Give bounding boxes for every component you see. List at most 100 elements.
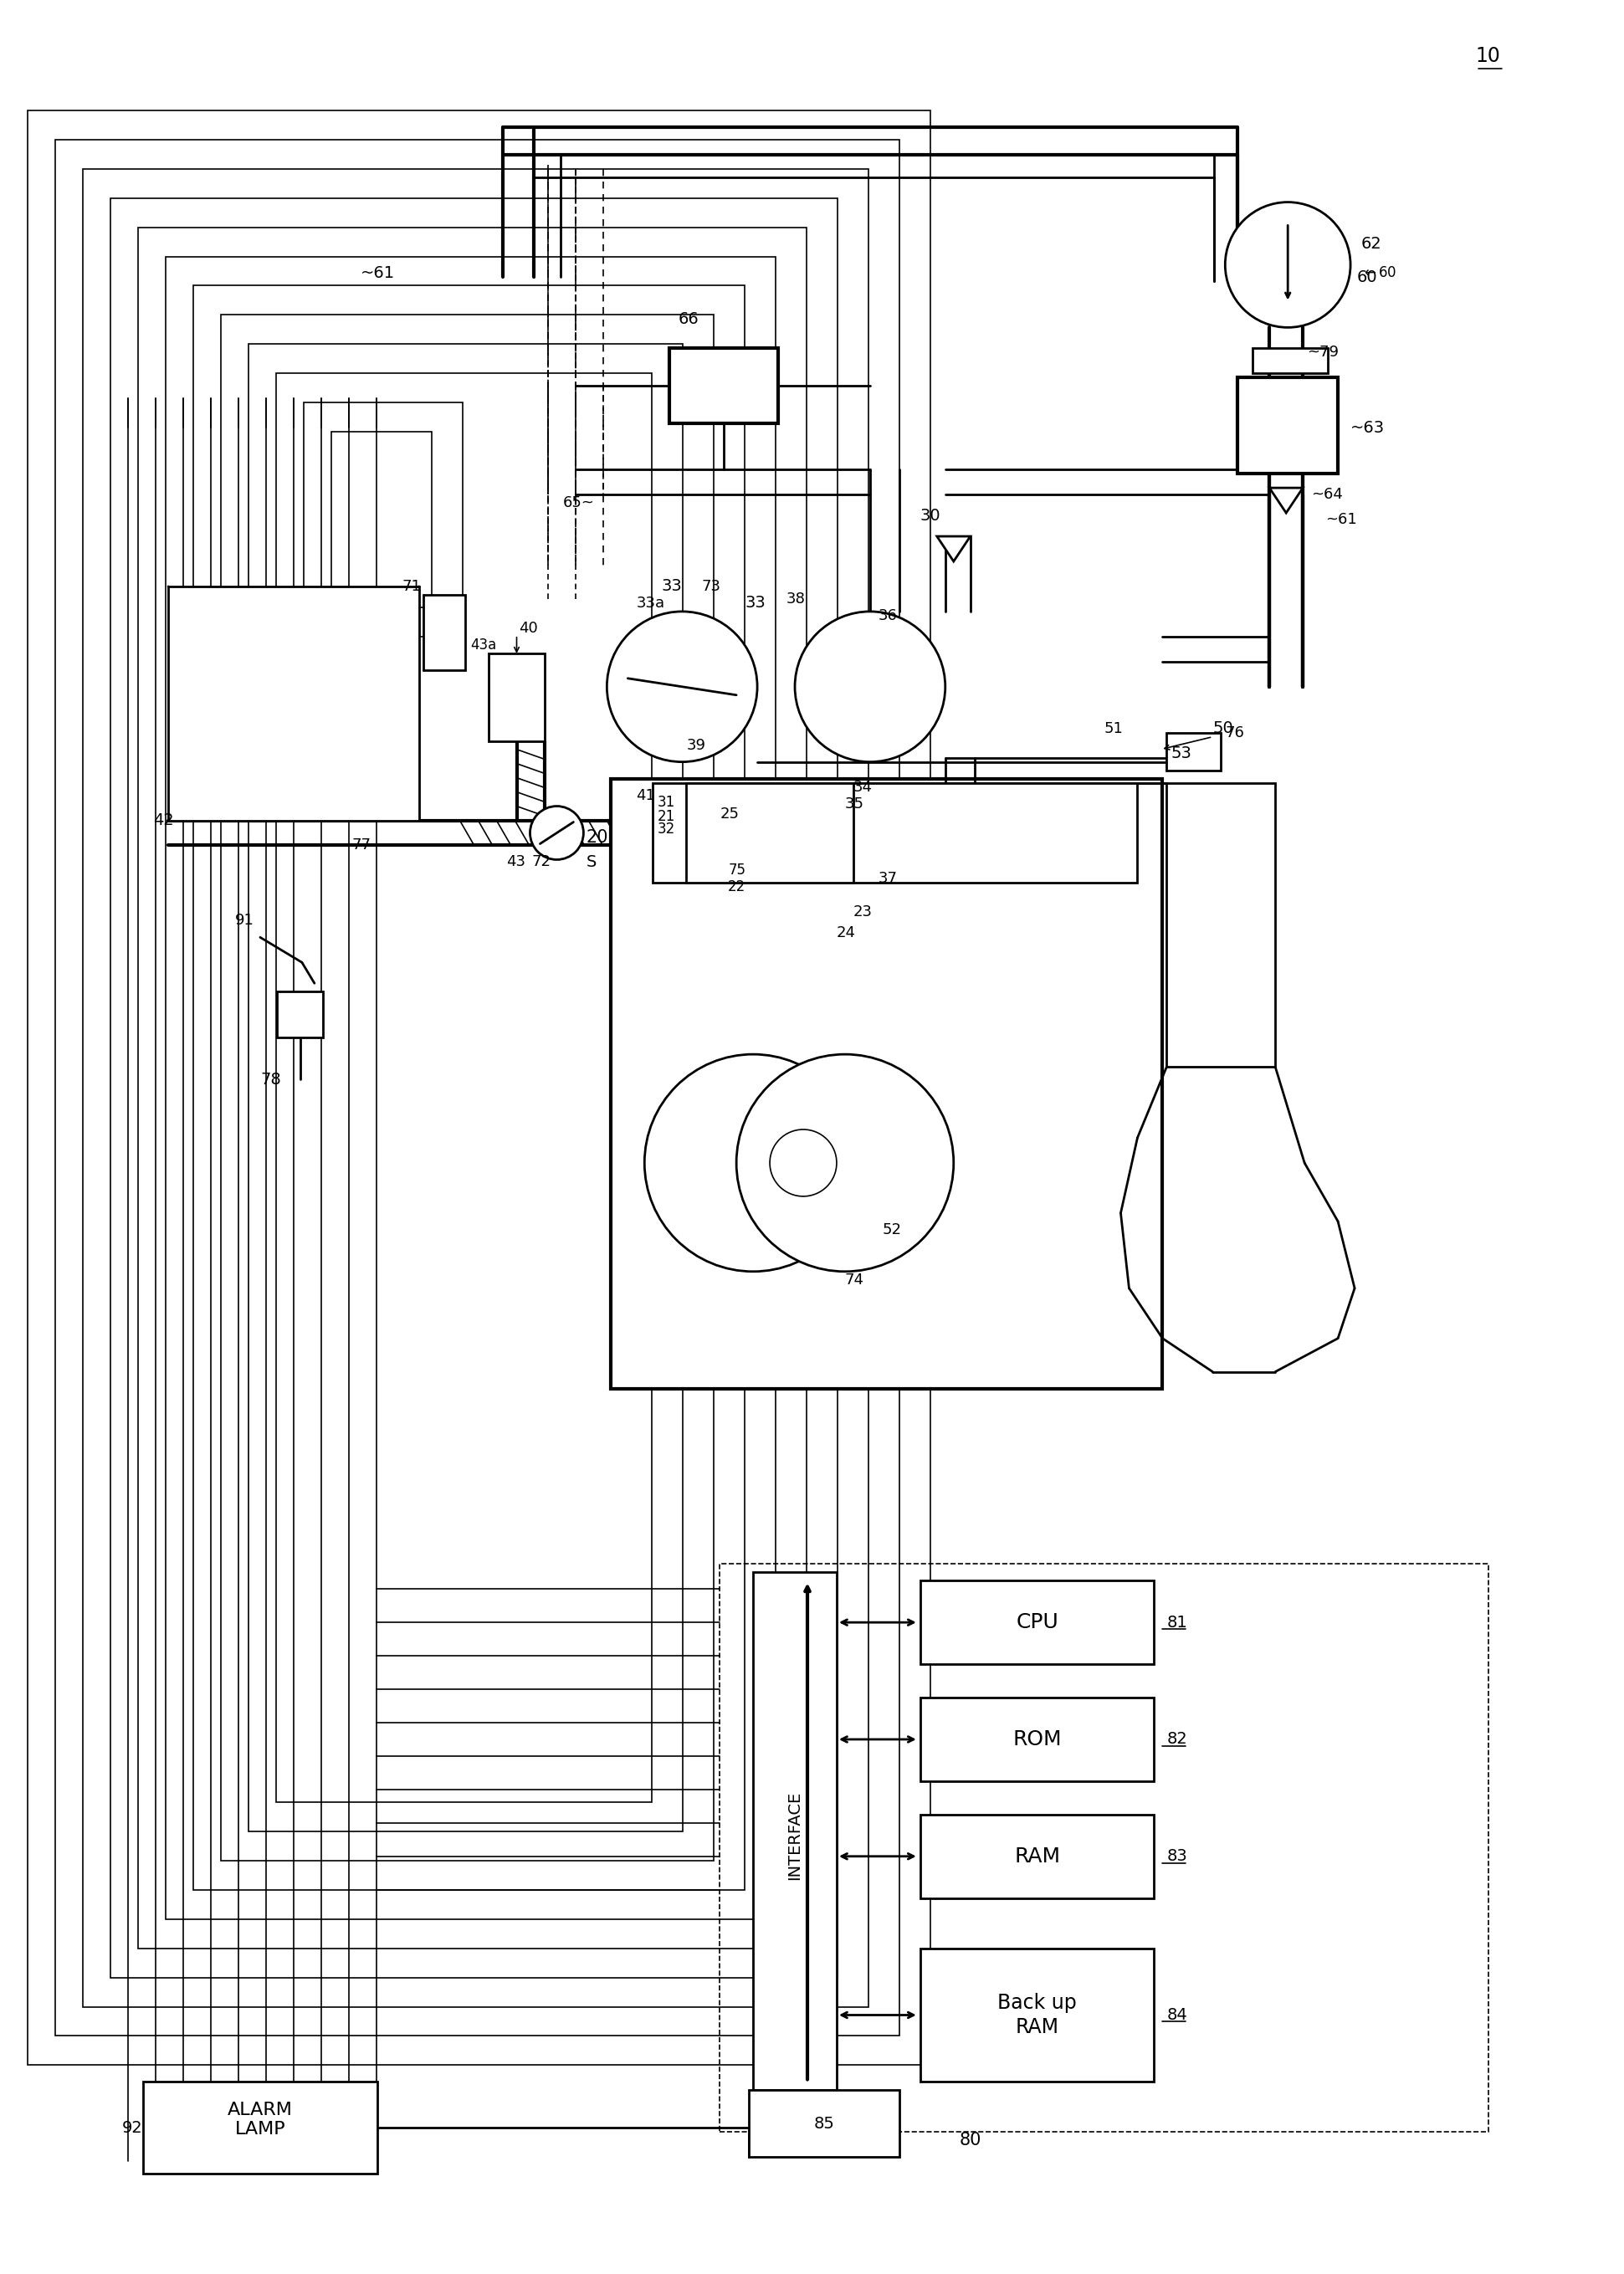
Bar bbox=[276, 373, 651, 1801]
Bar bbox=[193, 287, 745, 1890]
Bar bbox=[1166, 732, 1221, 771]
Text: 43: 43 bbox=[507, 855, 526, 869]
Circle shape bbox=[736, 1055, 953, 1271]
Text: 62: 62 bbox=[1361, 236, 1382, 252]
Polygon shape bbox=[1270, 489, 1302, 514]
Text: 60: 60 bbox=[1358, 268, 1377, 284]
Text: 80: 80 bbox=[960, 2133, 981, 2149]
Bar bbox=[138, 227, 807, 1949]
Text: 72: 72 bbox=[531, 855, 551, 869]
Text: RAM: RAM bbox=[1013, 1846, 1060, 1867]
Bar bbox=[83, 168, 869, 2006]
Text: ALARM
LAMP: ALARM LAMP bbox=[227, 2101, 292, 2138]
Bar bbox=[424, 596, 464, 671]
Bar bbox=[304, 402, 463, 637]
Bar bbox=[221, 314, 715, 1860]
Text: 92: 92 bbox=[122, 2119, 143, 2135]
Bar bbox=[921, 1949, 1155, 2083]
Text: ~63: ~63 bbox=[1351, 421, 1385, 437]
Text: 38: 38 bbox=[786, 591, 806, 607]
Text: 83: 83 bbox=[1166, 1849, 1187, 1865]
Bar bbox=[754, 1571, 836, 2090]
Text: 32: 32 bbox=[658, 821, 676, 837]
Bar bbox=[1252, 348, 1328, 373]
Bar bbox=[611, 778, 1163, 1389]
Text: ~64: ~64 bbox=[1311, 487, 1343, 503]
Text: 77: 77 bbox=[352, 837, 372, 853]
Text: ~79: ~79 bbox=[1307, 346, 1338, 359]
Text: $\leftarrow$60: $\leftarrow$60 bbox=[1361, 266, 1397, 280]
Text: 31: 31 bbox=[658, 794, 676, 810]
Text: RAM: RAM bbox=[1015, 2017, 1059, 2038]
Circle shape bbox=[770, 1130, 836, 1196]
Bar bbox=[921, 1580, 1155, 1665]
Bar bbox=[166, 257, 776, 1919]
Text: 71: 71 bbox=[403, 580, 421, 594]
Text: 35: 35 bbox=[844, 796, 864, 812]
Bar bbox=[55, 139, 900, 2035]
Text: 82: 82 bbox=[1166, 1731, 1187, 1746]
Text: 33: 33 bbox=[745, 596, 765, 612]
Circle shape bbox=[645, 1055, 862, 1271]
Bar bbox=[143, 2083, 377, 2174]
Text: INTERFACE: INTERFACE bbox=[788, 1792, 802, 1881]
Bar bbox=[921, 1815, 1155, 1899]
Text: 76: 76 bbox=[1224, 725, 1244, 739]
Polygon shape bbox=[937, 537, 970, 562]
Text: 42: 42 bbox=[153, 812, 174, 828]
Text: 85: 85 bbox=[814, 2115, 835, 2131]
Text: 73: 73 bbox=[702, 580, 721, 594]
Text: 36: 36 bbox=[879, 607, 898, 623]
Text: 78: 78 bbox=[260, 1071, 281, 1087]
Text: 37: 37 bbox=[879, 871, 898, 887]
Text: 39: 39 bbox=[687, 737, 705, 753]
Bar bbox=[28, 109, 931, 2065]
Text: 33: 33 bbox=[661, 578, 682, 594]
Text: 21: 21 bbox=[658, 810, 676, 823]
Text: ~61: ~61 bbox=[1325, 512, 1358, 528]
Text: 43a: 43a bbox=[471, 637, 497, 653]
Bar bbox=[653, 782, 1137, 882]
Text: 65~: 65~ bbox=[562, 496, 594, 509]
Text: 34: 34 bbox=[853, 780, 872, 794]
Text: 33a: 33a bbox=[637, 596, 664, 612]
Bar bbox=[921, 1699, 1155, 1781]
Text: 51: 51 bbox=[1104, 721, 1124, 737]
Text: 53: 53 bbox=[1171, 746, 1192, 762]
Text: 20: 20 bbox=[586, 828, 607, 846]
Bar bbox=[719, 1565, 1488, 2133]
Text: 23: 23 bbox=[853, 905, 872, 919]
Circle shape bbox=[607, 612, 757, 762]
Text: 81: 81 bbox=[1166, 1615, 1187, 1630]
Text: 75: 75 bbox=[728, 862, 745, 878]
Text: Back up: Back up bbox=[997, 1992, 1077, 2012]
Text: ~61: ~61 bbox=[361, 266, 395, 282]
Bar bbox=[1237, 377, 1338, 473]
Bar bbox=[248, 343, 684, 1831]
Text: 74: 74 bbox=[844, 1273, 864, 1287]
Bar bbox=[276, 991, 323, 1037]
Bar bbox=[331, 432, 432, 607]
Text: ROM: ROM bbox=[1013, 1728, 1062, 1749]
Bar bbox=[169, 587, 419, 821]
Bar bbox=[1166, 782, 1275, 1067]
Text: 25: 25 bbox=[719, 807, 739, 821]
Circle shape bbox=[1224, 202, 1351, 327]
Circle shape bbox=[794, 612, 945, 762]
Text: 52: 52 bbox=[882, 1221, 901, 1237]
Bar bbox=[669, 348, 778, 423]
Text: 22: 22 bbox=[728, 880, 745, 894]
Text: CPU: CPU bbox=[1017, 1612, 1059, 1633]
Text: 50: 50 bbox=[1213, 721, 1233, 737]
Bar bbox=[749, 2090, 900, 2158]
Text: 24: 24 bbox=[836, 926, 856, 941]
Text: 66: 66 bbox=[677, 312, 698, 327]
Text: 41: 41 bbox=[637, 787, 654, 803]
Text: 30: 30 bbox=[921, 507, 940, 523]
Bar bbox=[489, 653, 546, 741]
Text: S: S bbox=[586, 855, 596, 871]
Text: 84: 84 bbox=[1166, 2008, 1187, 2024]
Bar bbox=[110, 198, 838, 1978]
Text: 10: 10 bbox=[1476, 45, 1501, 66]
Text: 40: 40 bbox=[520, 621, 538, 637]
